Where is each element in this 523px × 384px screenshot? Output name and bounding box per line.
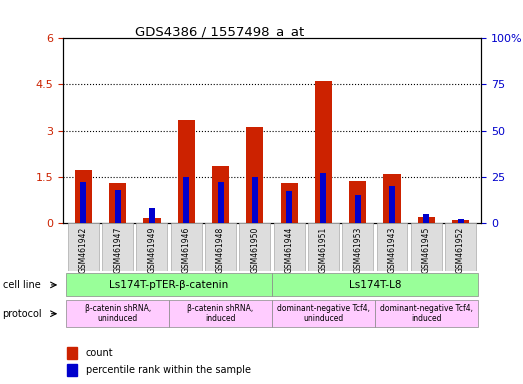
Bar: [178, 120, 195, 223]
FancyBboxPatch shape: [308, 223, 339, 271]
Bar: [143, 218, 161, 223]
FancyBboxPatch shape: [240, 223, 270, 271]
FancyBboxPatch shape: [102, 223, 133, 271]
FancyBboxPatch shape: [169, 300, 272, 327]
FancyBboxPatch shape: [205, 223, 236, 271]
Bar: [458, 219, 463, 223]
Bar: [252, 177, 258, 223]
Text: dominant-negative Tcf4,
uninduced: dominant-negative Tcf4, uninduced: [277, 304, 370, 323]
Text: Ls174T-L8: Ls174T-L8: [349, 280, 401, 290]
Bar: [321, 173, 326, 223]
Bar: [67, 347, 77, 359]
Bar: [418, 217, 435, 223]
Bar: [246, 127, 264, 223]
FancyBboxPatch shape: [272, 300, 375, 327]
FancyBboxPatch shape: [137, 223, 167, 271]
Bar: [286, 191, 292, 223]
Bar: [280, 183, 298, 223]
Text: Ls174T-pTER-β-catenin: Ls174T-pTER-β-catenin: [109, 280, 229, 290]
FancyBboxPatch shape: [377, 223, 407, 271]
Bar: [67, 364, 77, 376]
Text: percentile rank within the sample: percentile rank within the sample: [86, 365, 251, 375]
Text: GSM461948: GSM461948: [216, 227, 225, 273]
Bar: [355, 195, 361, 223]
Bar: [109, 183, 126, 223]
Bar: [115, 190, 121, 223]
Text: protocol: protocol: [3, 309, 42, 319]
Text: GSM461945: GSM461945: [422, 227, 431, 273]
Text: GDS4386 / 1557498_a_at: GDS4386 / 1557498_a_at: [135, 25, 304, 38]
Text: cell line: cell line: [3, 280, 40, 290]
FancyBboxPatch shape: [342, 223, 373, 271]
Text: GSM461944: GSM461944: [285, 227, 293, 273]
FancyBboxPatch shape: [445, 223, 476, 271]
Bar: [389, 186, 395, 223]
Text: count: count: [86, 348, 113, 358]
Text: GSM461953: GSM461953: [353, 227, 362, 273]
Text: dominant-negative Tcf4,
induced: dominant-negative Tcf4, induced: [380, 304, 473, 323]
Text: GSM461943: GSM461943: [388, 227, 396, 273]
Bar: [423, 214, 429, 223]
Bar: [149, 208, 155, 223]
Text: GSM461950: GSM461950: [251, 227, 259, 273]
Bar: [383, 174, 401, 223]
Bar: [81, 182, 86, 223]
FancyBboxPatch shape: [68, 223, 99, 271]
Text: GSM461949: GSM461949: [147, 227, 156, 273]
Bar: [218, 182, 223, 223]
Text: GSM461951: GSM461951: [319, 227, 328, 273]
FancyBboxPatch shape: [375, 300, 477, 327]
Bar: [315, 81, 332, 223]
Bar: [183, 177, 189, 223]
FancyBboxPatch shape: [272, 273, 477, 296]
Bar: [349, 181, 366, 223]
FancyBboxPatch shape: [66, 273, 272, 296]
FancyBboxPatch shape: [66, 300, 169, 327]
Text: GSM461942: GSM461942: [79, 227, 88, 273]
Text: GSM461952: GSM461952: [456, 227, 465, 273]
FancyBboxPatch shape: [274, 223, 304, 271]
Bar: [212, 166, 229, 223]
FancyBboxPatch shape: [411, 223, 442, 271]
Bar: [75, 170, 92, 223]
Text: β-catenin shRNA,
uninduced: β-catenin shRNA, uninduced: [85, 304, 151, 323]
Text: β-catenin shRNA,
induced: β-catenin shRNA, induced: [187, 304, 254, 323]
Text: GSM461946: GSM461946: [181, 227, 191, 273]
Bar: [452, 220, 469, 223]
Text: GSM461947: GSM461947: [113, 227, 122, 273]
FancyBboxPatch shape: [171, 223, 202, 271]
